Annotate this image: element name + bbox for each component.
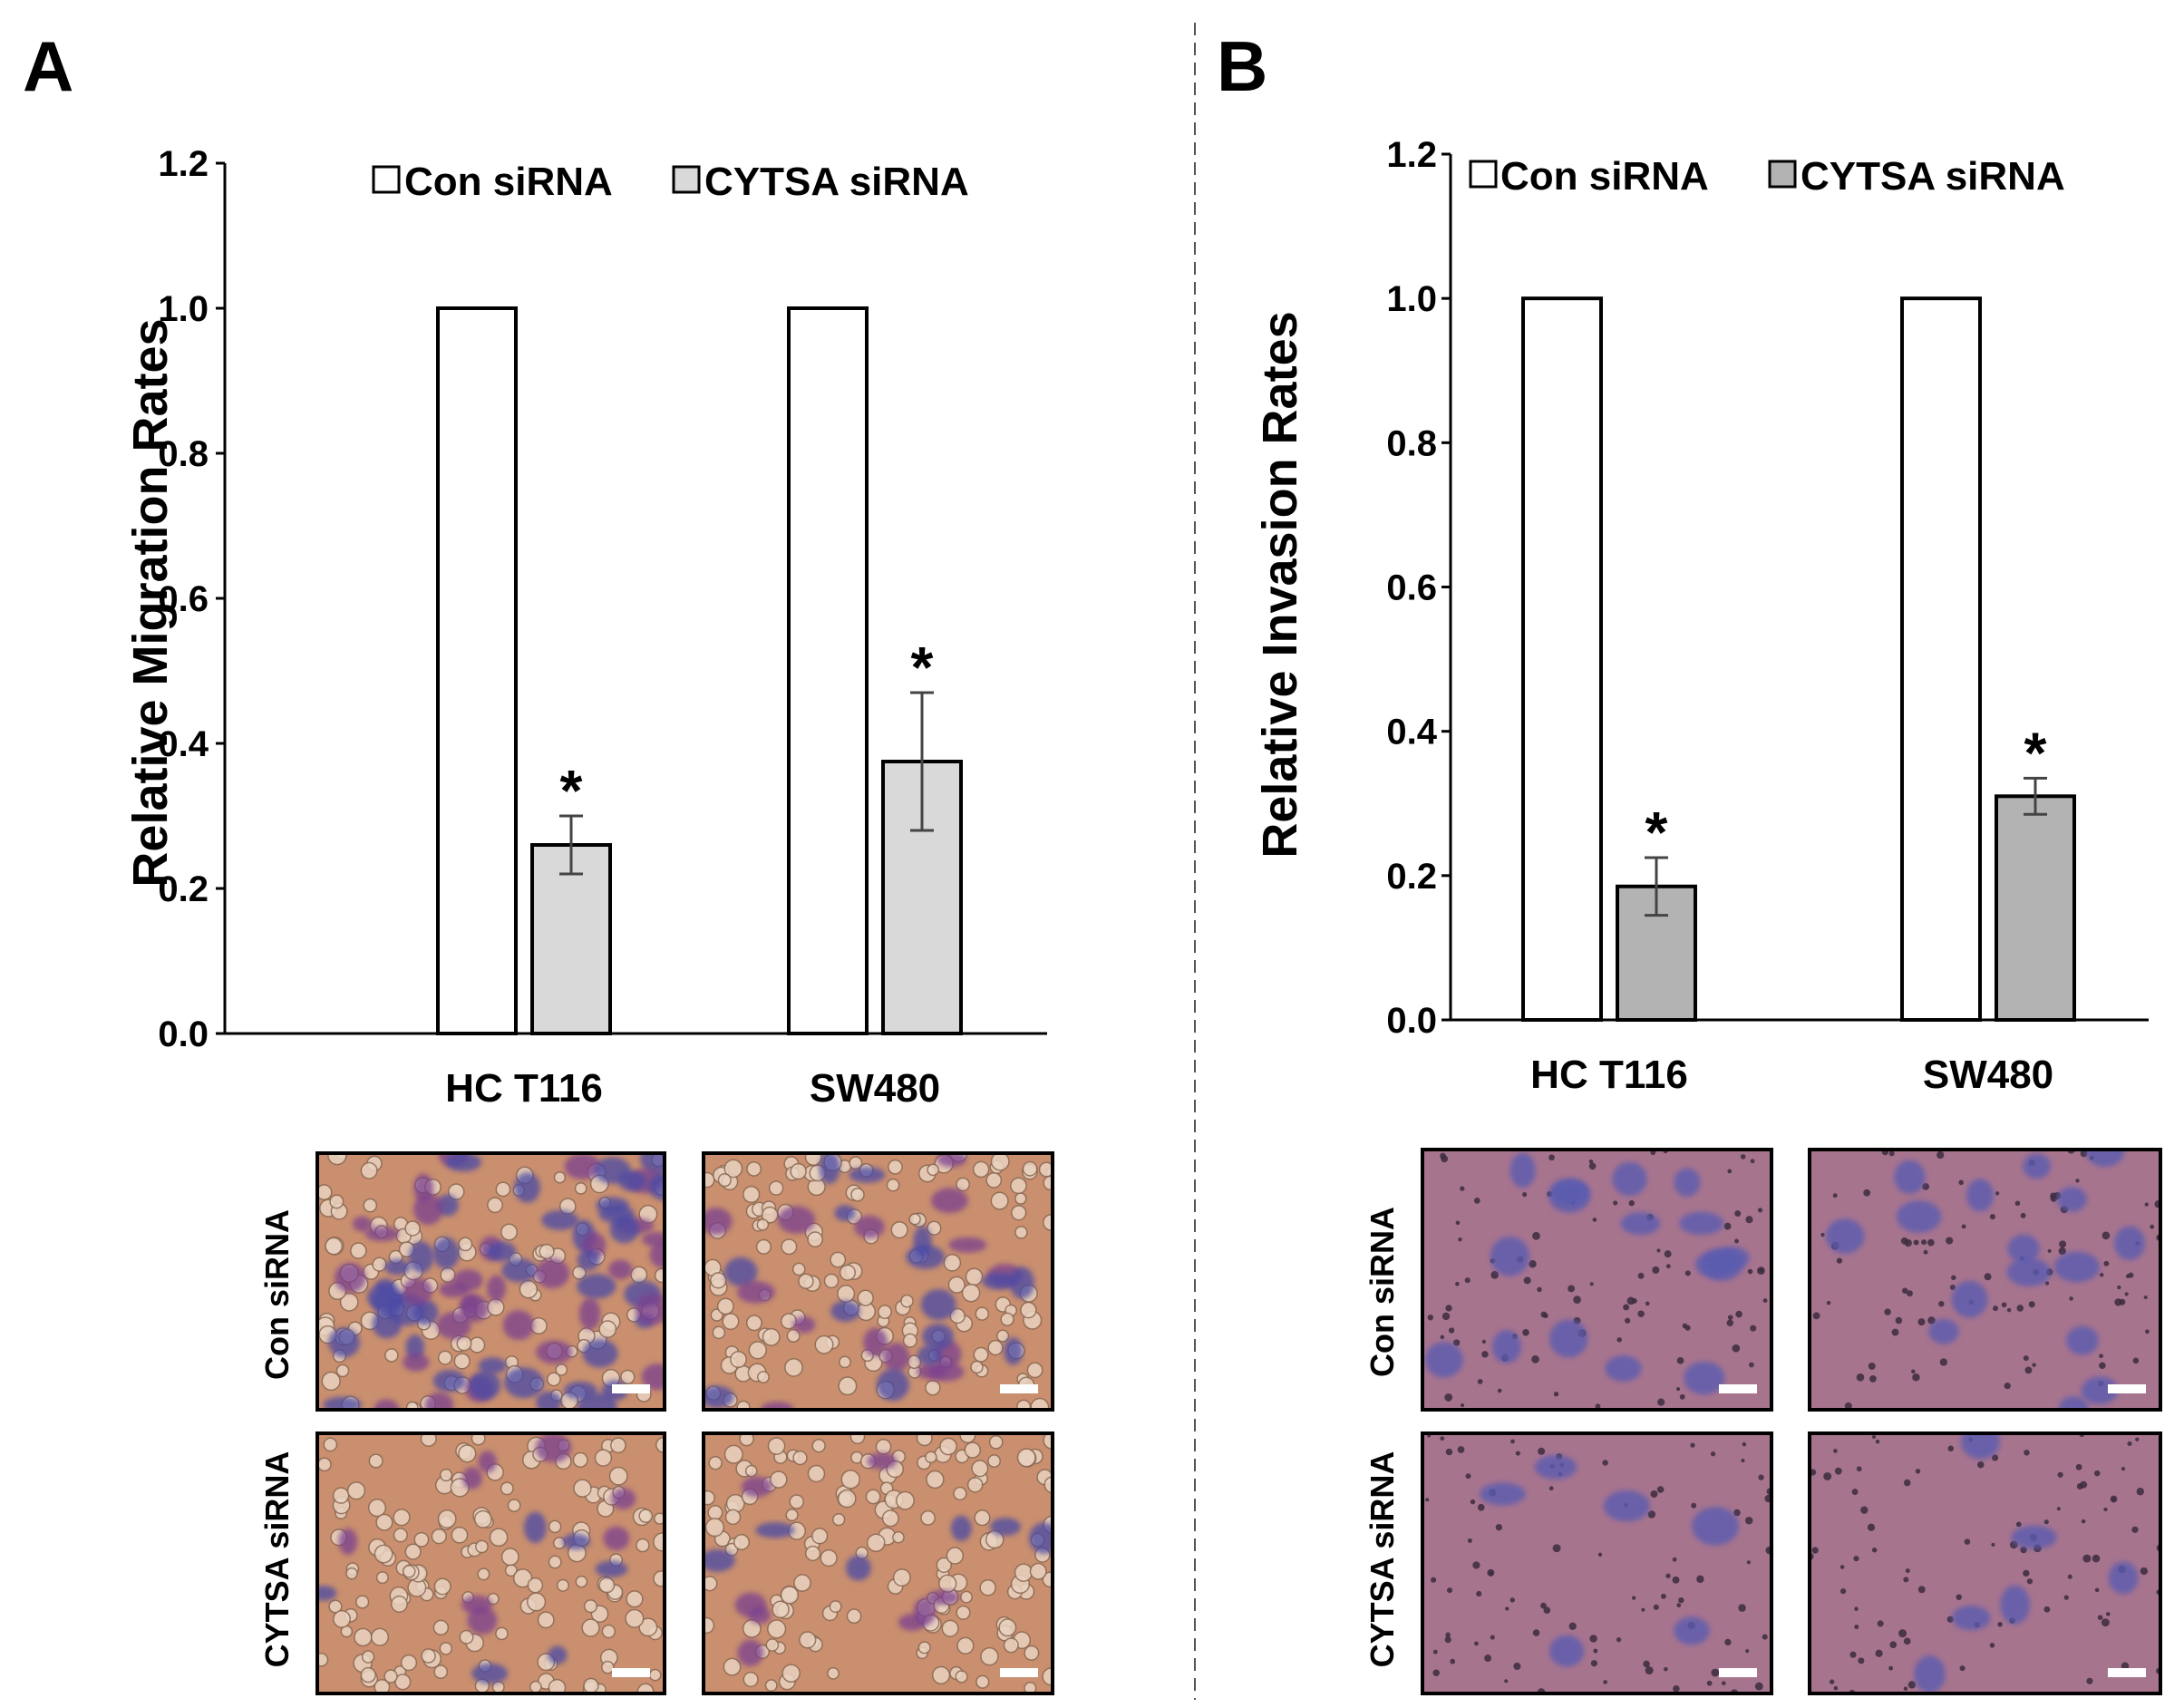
y-tick-label: 0.6 bbox=[1386, 568, 1437, 608]
y-tick-label: 0.6 bbox=[158, 579, 209, 619]
micrograph-b-cytsa-hct116 bbox=[1421, 1431, 1773, 1695]
legend-label-cytsa: CYTSA siRNA bbox=[704, 160, 969, 204]
legend: Con siRNA CYTSA siRNA bbox=[372, 160, 969, 204]
legend-swatch-cytsa bbox=[1768, 160, 1797, 189]
y-tick-label: 0.4 bbox=[1386, 713, 1437, 752]
y-tick-label: 0.2 bbox=[1386, 857, 1437, 897]
micrograph-a-con-sw480 bbox=[702, 1151, 1054, 1412]
micrograph-frame bbox=[315, 1151, 666, 1412]
bar bbox=[787, 306, 869, 1035]
category-label: SW480 bbox=[810, 1066, 940, 1111]
row-label-cytsa: CYTSA siRNA bbox=[1364, 1451, 1401, 1668]
legend-swatch-con bbox=[1469, 160, 1498, 189]
scale-bar bbox=[612, 1668, 650, 1677]
micrograph-b-con-sw480 bbox=[1808, 1148, 2162, 1412]
micrograph-frame bbox=[702, 1151, 1054, 1412]
y-tick-label: 0.0 bbox=[158, 1014, 209, 1054]
y-tick-label: 0.4 bbox=[158, 724, 209, 764]
bars: ** bbox=[436, 306, 963, 1035]
legend-label-con: Con siRNA bbox=[1500, 154, 1709, 199]
micrograph-background bbox=[1810, 1433, 2160, 1693]
category-label: SW480 bbox=[1923, 1053, 2053, 1097]
scale-bar bbox=[1719, 1384, 1757, 1393]
legend: Con siRNA CYTSA siRNA bbox=[1469, 154, 2065, 199]
y-axis-ticks: 0.0 0.2 0.4 0.6 0.8 1.0 1.2 bbox=[1386, 135, 1451, 1041]
micrograph-frame bbox=[1421, 1431, 1773, 1695]
micrograph-frame bbox=[1808, 1148, 2162, 1412]
y-tick-label: 1.2 bbox=[1386, 135, 1437, 175]
panel-a-letter: A bbox=[23, 26, 73, 106]
micrograph-b-cytsa-sw480 bbox=[1808, 1431, 2162, 1695]
legend-swatch-cytsa bbox=[672, 165, 701, 194]
significance-marker: * bbox=[560, 758, 583, 823]
panel-b: B Relative Invasion Rates 0.00.20.40.60.… bbox=[1217, 26, 2162, 1695]
y-tick-label: 1.0 bbox=[158, 289, 209, 329]
scale-bar bbox=[2108, 1384, 2146, 1393]
y-tick-label: 1.2 bbox=[158, 144, 209, 184]
scale-bar bbox=[2108, 1668, 2146, 1677]
micrograph-frame bbox=[1808, 1431, 2162, 1695]
y-tick-label: 0.8 bbox=[1386, 423, 1437, 463]
micrograph-a-con-hct116 bbox=[315, 1151, 666, 1412]
bar bbox=[1521, 296, 1603, 1022]
category-label: HC T116 bbox=[445, 1066, 603, 1111]
micrograph-a-cytsa-hct116 bbox=[315, 1431, 666, 1695]
y-tick-label: 0.2 bbox=[158, 869, 209, 909]
row-label-con: Con siRNA bbox=[1364, 1207, 1401, 1377]
bar bbox=[530, 843, 612, 1035]
bars: ** bbox=[1521, 296, 2076, 1023]
micrograph-frame bbox=[315, 1431, 666, 1695]
micrograph-b-con-hct116 bbox=[1421, 1148, 1773, 1412]
panel-b-letter: B bbox=[1217, 26, 1267, 106]
y-axis-title: Relative Migration Rates bbox=[123, 318, 178, 887]
bar bbox=[1995, 794, 2076, 1023]
bar bbox=[436, 306, 518, 1035]
y-axis-title: Relative Invasion Rates bbox=[1253, 311, 1307, 858]
row-label-con: Con siRNA bbox=[258, 1209, 296, 1380]
significance-marker: * bbox=[911, 635, 934, 700]
micrograph-grid: Con siRNA CYTSA siRNA bbox=[258, 1151, 1054, 1695]
scale-bar bbox=[1000, 1668, 1038, 1677]
scale-bar bbox=[1719, 1668, 1757, 1677]
panel-a: A Relative Migration Rates 0.00.20.40.60… bbox=[23, 26, 1054, 1695]
y-axis-ticks: 0.0 0.2 0.4 0.6 0.8 1.0 1.2 bbox=[158, 144, 225, 1054]
significance-marker: * bbox=[2024, 720, 2047, 785]
bar bbox=[1900, 296, 1982, 1022]
scale-bar bbox=[1000, 1384, 1038, 1393]
migration-chart: Relative Migration Rates 0.0 0.2 0.4 0.6 0.8… bbox=[123, 144, 1047, 1111]
significance-marker: * bbox=[1645, 800, 1668, 865]
legend-label-con: Con siRNA bbox=[404, 160, 613, 204]
scale-bar bbox=[612, 1384, 650, 1393]
micrograph-a-cytsa-sw480 bbox=[702, 1431, 1054, 1695]
micrograph-grid: Con siRNA CYTSA siRNA bbox=[1364, 1148, 2162, 1695]
y-tick-label: 0.8 bbox=[158, 434, 209, 474]
y-tick-label: 1.0 bbox=[1386, 279, 1437, 319]
y-tick-label: 0.0 bbox=[1386, 1001, 1437, 1041]
row-label-cytsa: CYTSA siRNA bbox=[258, 1451, 296, 1668]
category-label: HC T116 bbox=[1530, 1053, 1688, 1097]
micrograph-frame bbox=[702, 1431, 1054, 1695]
micrograph-frame bbox=[1421, 1148, 1773, 1412]
invasion-chart: Relative Invasion Rates 0.0 0.2 0.4 0.6 0.8 1… bbox=[1253, 135, 2149, 1097]
legend-label-cytsa: CYTSA siRNA bbox=[1801, 154, 2065, 199]
legend-swatch-con bbox=[372, 165, 401, 194]
